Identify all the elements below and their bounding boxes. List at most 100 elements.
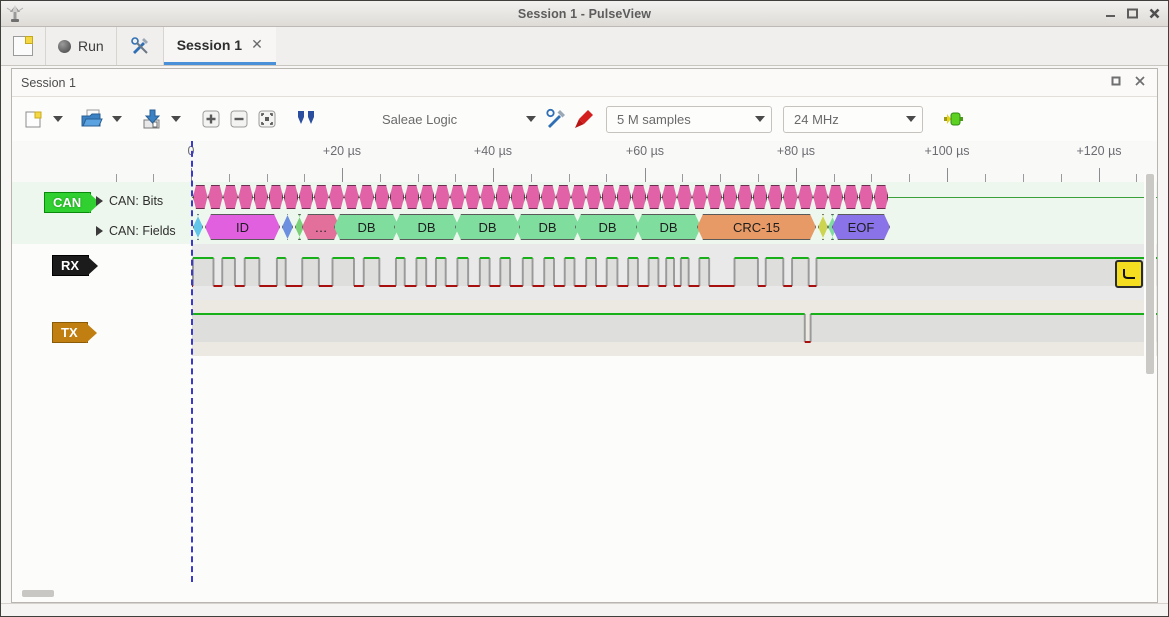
can-bit-cell[interactable] (556, 185, 571, 209)
can-bit-cell[interactable] (723, 185, 738, 209)
can-bit-cell[interactable] (435, 185, 450, 209)
can-field-id[interactable]: ID (205, 214, 280, 240)
can-bit-cell[interactable] (208, 185, 223, 209)
can-bit-cell[interactable] (359, 185, 374, 209)
maximize-button[interactable] (1127, 8, 1138, 19)
sample-count-selector[interactable]: 5 M samples (606, 105, 772, 133)
can-bit-cell[interactable] (496, 185, 511, 209)
can-bit-cell[interactable] (450, 185, 465, 209)
decoder-badge-can[interactable]: CAN (44, 192, 101, 213)
can-bit-cell[interactable] (768, 185, 783, 209)
can-bit-cell[interactable] (329, 185, 344, 209)
can-bit-cell[interactable] (541, 185, 556, 209)
probe-button[interactable] (570, 105, 598, 133)
can-field-db[interactable]: DB (575, 214, 640, 240)
can-bit-cell[interactable] (375, 185, 390, 209)
expand-triangle-icon[interactable] (96, 226, 103, 236)
can-bit-cell[interactable] (480, 185, 495, 209)
zoom-out-button[interactable] (225, 105, 253, 133)
can-field-marker[interactable] (193, 214, 203, 240)
can-bit-cell[interactable] (783, 185, 798, 209)
can-bit-cell[interactable] (707, 185, 722, 209)
can-bit-cell[interactable] (299, 185, 314, 209)
can-bit-cell[interactable] (859, 185, 874, 209)
can-bit-cell[interactable] (193, 185, 208, 209)
close-button[interactable] (1149, 8, 1160, 19)
can-field-db[interactable]: DB (515, 214, 580, 240)
can-bit-cell[interactable] (390, 185, 405, 209)
can-field-crc-15[interactable]: CRC-15 (697, 214, 816, 240)
tab-session-1[interactable]: Session 1 ✕ (163, 27, 276, 65)
zoom-fit-button[interactable] (253, 105, 281, 133)
can-bit-cell[interactable] (314, 185, 329, 209)
device-configure-button[interactable] (542, 105, 570, 133)
decoder-row-can-bits[interactable]: CAN: Bits (96, 194, 163, 208)
can-bit-cell[interactable] (632, 185, 647, 209)
h-scroll-thumb[interactable] (22, 590, 54, 597)
trigger-falling-edge-marker[interactable] (1115, 260, 1143, 288)
can-bit-cell[interactable] (465, 185, 480, 209)
can-bit-cell[interactable] (238, 185, 253, 209)
new-session-button[interactable] (1, 27, 46, 65)
time-cursor-line[interactable] (191, 141, 193, 582)
can-field-marker[interactable] (282, 214, 293, 240)
device-selector[interactable]: Saleae Logic (372, 106, 542, 133)
save-file-menu-arrow[interactable] (166, 105, 186, 133)
can-bit-cell[interactable] (223, 185, 238, 209)
can-bit-cell[interactable] (571, 185, 586, 209)
can-bit-cell[interactable] (526, 185, 541, 209)
can-bit-cell[interactable] (254, 185, 269, 209)
open-file-button[interactable] (79, 105, 107, 133)
run-button[interactable]: Run (46, 27, 117, 65)
can-bit-cell[interactable] (420, 185, 435, 209)
can-bit-cell[interactable] (344, 185, 359, 209)
v-scroll-thumb[interactable] (1146, 174, 1154, 374)
can-field-db[interactable]: DB (334, 214, 399, 240)
can-fields-annotations[interactable]: ID… DB DB DB DB DB CRC-15 EOF DB (192, 212, 1157, 244)
can-bit-cell[interactable] (753, 185, 768, 209)
can-field-db[interactable]: DB (636, 214, 701, 240)
can-bit-cell[interactable] (828, 185, 843, 209)
can-bit-cell[interactable] (647, 185, 662, 209)
can-bits-annotations[interactable] (192, 182, 1157, 212)
tx-track-area[interactable] (192, 300, 1157, 356)
can-bit-cell[interactable] (269, 185, 284, 209)
sample-rate-selector[interactable]: 24 MHz (783, 105, 923, 133)
can-bit-cell[interactable] (586, 185, 601, 209)
can-field-eof[interactable]: EOF (832, 214, 890, 240)
can-field-db[interactable]: DB (455, 214, 520, 240)
time-ruler[interactable]: 0 +20 µs +40 µs +60 µs +80 µs +100 µs +120 µs (12, 141, 1157, 182)
can-bit-cell[interactable] (677, 185, 692, 209)
new-file-button[interactable] (20, 105, 48, 133)
can-bit-cell[interactable] (617, 185, 632, 209)
can-bit-cell[interactable] (602, 185, 617, 209)
new-file-menu-arrow[interactable] (48, 105, 68, 133)
vertical-scrollbar[interactable] (1144, 174, 1156, 582)
can-field--[interactable]: … (302, 214, 340, 240)
can-bit-cell[interactable] (874, 185, 889, 209)
session-restore-button[interactable] (1110, 75, 1122, 90)
channel-badge-rx[interactable]: RX (52, 255, 99, 276)
settings-button[interactable] (117, 27, 164, 65)
can-field-marker[interactable] (818, 214, 828, 240)
rx-track-area[interactable] (192, 244, 1157, 300)
can-field-db[interactable]: DB (394, 214, 459, 240)
open-file-menu-arrow[interactable] (107, 105, 127, 133)
can-bit-cell[interactable] (798, 185, 813, 209)
can-bit-cell[interactable] (813, 185, 828, 209)
can-bit-cell[interactable] (844, 185, 859, 209)
save-file-button[interactable] (138, 105, 166, 133)
channel-badge-tx[interactable]: TX (52, 322, 97, 343)
can-bit-cell[interactable] (738, 185, 753, 209)
zoom-in-button[interactable] (197, 105, 225, 133)
can-bit-cell[interactable] (662, 185, 677, 209)
minimize-button[interactable] (1105, 8, 1116, 19)
expand-triangle-icon[interactable] (96, 196, 103, 206)
can-bit-cell[interactable] (405, 185, 420, 209)
can-bit-cell[interactable] (511, 185, 526, 209)
can-bit-cell[interactable] (284, 185, 299, 209)
tab-close-icon[interactable]: ✕ (251, 36, 263, 52)
horizontal-scrollbar[interactable] (14, 587, 1155, 600)
can-bit-cell[interactable] (692, 185, 707, 209)
decoder-row-can-fields[interactable]: CAN: Fields (96, 224, 176, 238)
